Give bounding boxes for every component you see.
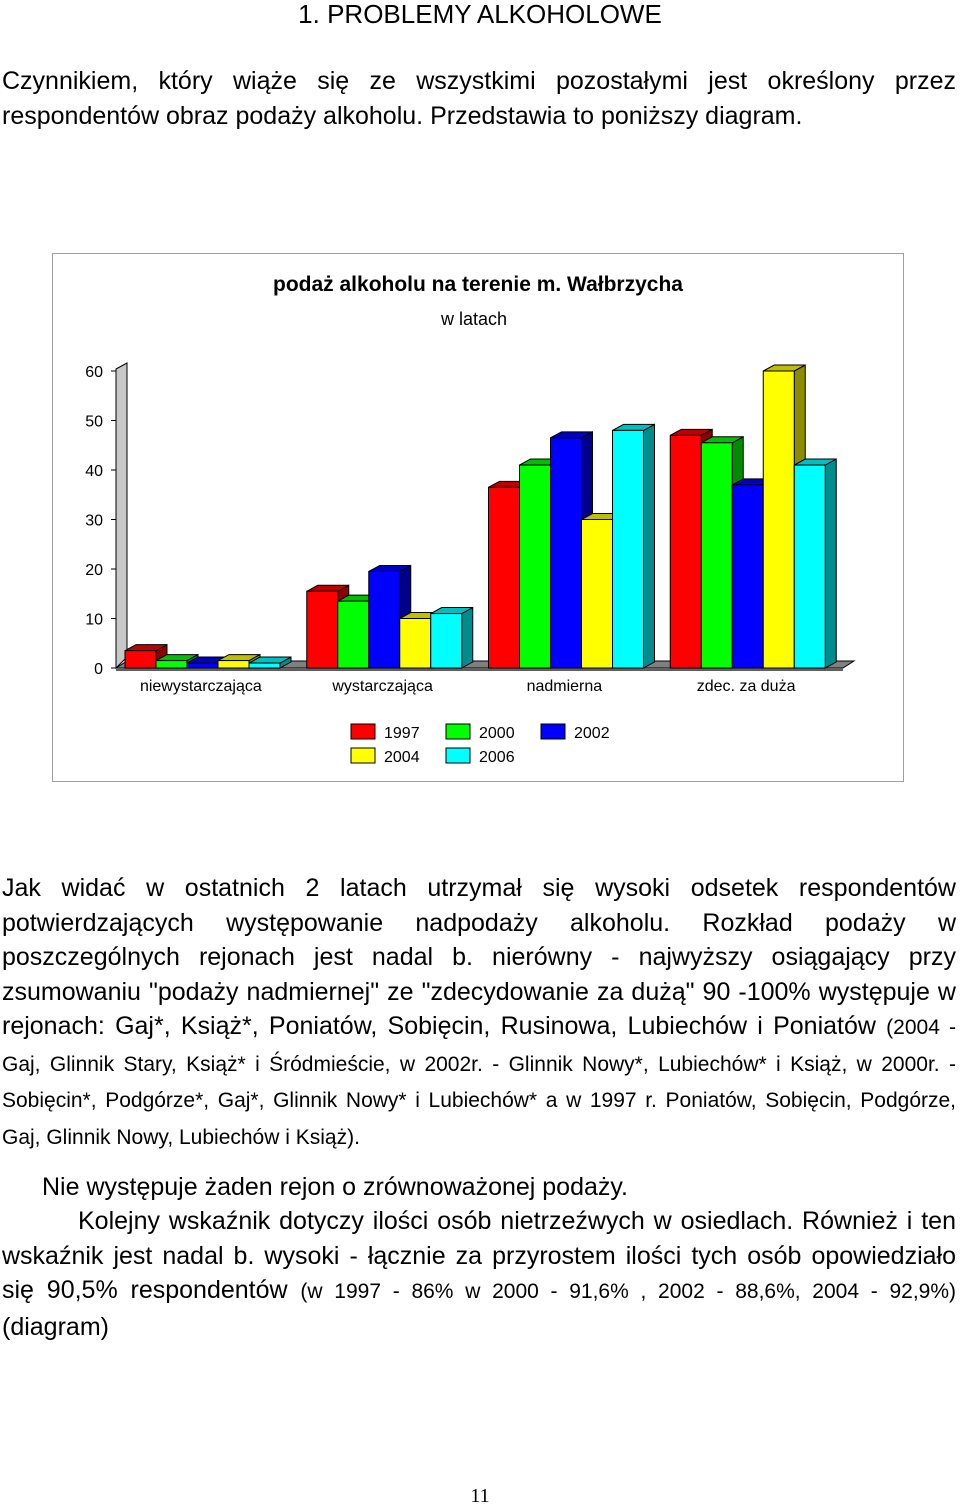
y-tick-label-40: 40 <box>85 463 103 480</box>
legend-swatch-2000 <box>445 723 471 740</box>
y-tick-label-0: 0 <box>94 661 103 678</box>
legend-label-2002: 2002 <box>574 725 610 742</box>
bar-nadmierna-2006 <box>612 423 655 669</box>
chart-subtitle: w latach <box>440 309 507 329</box>
page-number: 11 <box>470 1485 490 1507</box>
y-tick-label-60: 60 <box>85 364 103 381</box>
bar-front <box>762 370 795 669</box>
paragraph-3-small-text: (w 1997 - 86% w 2000 - 91,6% , 2002 - 88… <box>300 1280 956 1303</box>
bar-zdec-za-du-a-2006 <box>793 458 837 669</box>
legend-label-2006: 2006 <box>479 749 515 766</box>
legend-label-2004: 2004 <box>384 749 420 766</box>
legend-swatch-2006 <box>445 747 471 764</box>
bar-wystarczaj-ca-2006 <box>430 606 474 669</box>
y-tick-label-50: 50 <box>85 414 103 431</box>
bar-niewystarczaj-ca-2006 <box>248 656 292 669</box>
bar-front <box>669 434 702 669</box>
body-paragraph-1: Jak widać w ostatnich 2 latach utrzymał … <box>2 871 956 1155</box>
chart-side-wall <box>115 362 128 670</box>
bar-front <box>793 464 826 669</box>
bar-side <box>824 458 837 669</box>
bar-front <box>700 442 733 669</box>
paragraph-1-small-text: (2004 - Gaj, Glinnik Stary, Książ* i Śró… <box>2 1016 956 1149</box>
bar-front <box>581 519 613 669</box>
bar-front <box>399 618 432 669</box>
bar-front <box>306 590 339 669</box>
legend-swatch-2002 <box>540 723 566 740</box>
bar-front <box>550 437 582 669</box>
bar-front <box>368 570 401 669</box>
legend-swatch-2004 <box>350 747 376 764</box>
bar-chart: podaż alkoholu na terenie m. Wałbrzycha w… <box>85 273 856 766</box>
body-paragraph-2: Nie występuje żaden rejon o zrównoważone… <box>42 1173 628 1201</box>
bar-front <box>430 613 463 669</box>
x-tick-label-niewystarczaj-ca: niewystarczająca <box>140 678 262 695</box>
legend-label-1997: 1997 <box>384 725 420 742</box>
bar-front <box>337 600 370 669</box>
paragraph-3-main-text: Kolejny wskaźnik dotyczy ilości osób nie… <box>2 1207 956 1304</box>
y-tick-label-20: 20 <box>85 562 103 579</box>
y-tick-label-10: 10 <box>85 612 103 629</box>
y-tick-label-30: 30 <box>85 513 103 530</box>
intro-paragraph: Czynnikiem, który wiąże się ze wszystkim… <box>2 67 956 130</box>
bar-front <box>155 660 188 669</box>
bar-front <box>124 650 157 669</box>
paragraph-3-end-text: (diagram) <box>2 1312 109 1341</box>
bar-front <box>186 662 219 669</box>
legend-swatch-1997 <box>350 723 376 740</box>
bar-front <box>519 464 551 669</box>
bar-front <box>731 484 764 669</box>
bar-front <box>217 660 250 669</box>
bar-side <box>643 423 655 669</box>
bar-front <box>488 486 520 669</box>
bar-front <box>248 662 281 669</box>
x-tick-label-wystarczaj-ca: wystarczająca <box>331 678 433 695</box>
paragraph-1-main-text: Jak widać w ostatnich 2 latach utrzymał … <box>2 874 956 1040</box>
page-heading: 1. PROBLEMY ALKOHOLOWE <box>298 0 662 29</box>
bar-side <box>461 606 474 669</box>
x-tick-label-zdec-za-du-a: zdec. za duża <box>697 678 796 695</box>
x-tick-label-nadmierna: nadmierna <box>527 678 603 695</box>
chart-floor-front <box>116 668 843 671</box>
body-paragraph-3: Kolejny wskaźnik dotyczy ilości osób nie… <box>2 1204 956 1344</box>
chart-title: podaż alkoholu na terenie m. Wałbrzycha <box>273 273 683 296</box>
legend-label-2000: 2000 <box>479 725 515 742</box>
chart-frame: podaż alkoholu na terenie m. Wałbrzycha w… <box>52 253 904 782</box>
bar-front <box>612 429 644 669</box>
